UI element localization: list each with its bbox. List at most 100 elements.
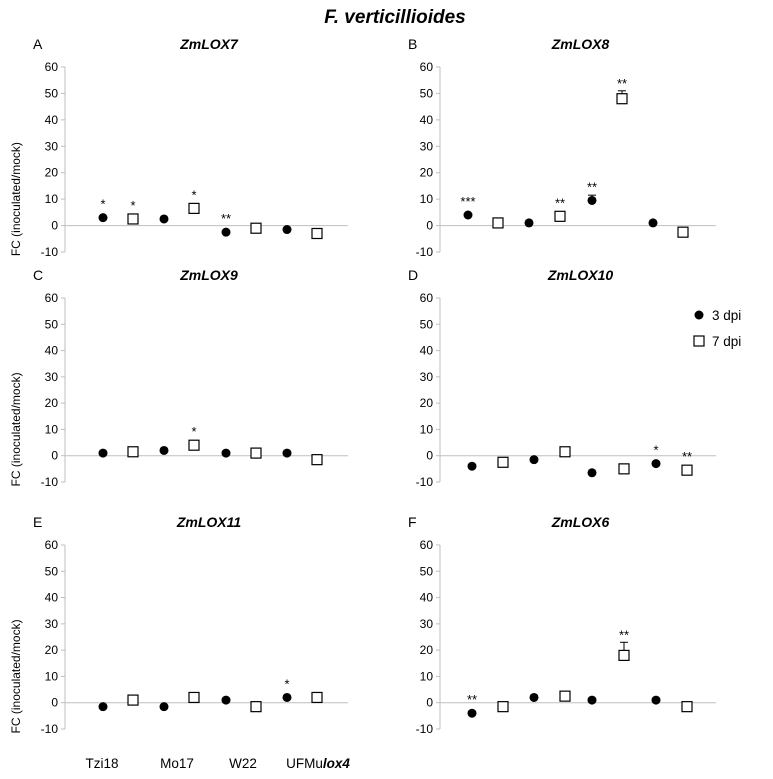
y-tick-label: 60 [45, 538, 59, 552]
point-3dpi [529, 692, 539, 702]
y-tick-label: 10 [420, 422, 434, 436]
point-3dpi [587, 468, 597, 478]
y-tick-label: 20 [45, 166, 59, 180]
point-7dpi [618, 463, 630, 475]
y-axis-label: FC (inoculated/mock) [9, 372, 23, 486]
y-tick-label: 40 [45, 113, 59, 127]
point-3dpi [648, 218, 658, 228]
panel-a: A ZmLOX7 FC (inoculated/mock) -10 0 10 20 30 40 5… [9, 36, 348, 259]
y-tick-label: 50 [420, 86, 434, 100]
y-tick-label: 50 [45, 317, 59, 331]
y-tick-label: 30 [420, 617, 434, 631]
point-7dpi [127, 446, 139, 458]
panel-letter: F [408, 514, 417, 530]
y-tick-label: 60 [420, 60, 434, 74]
y-tick-label: 10 [45, 422, 59, 436]
significance-label: * [653, 443, 658, 458]
significance-label: *** [460, 194, 475, 209]
point-7dpi [188, 202, 200, 214]
point-3dpi [98, 213, 108, 223]
y-tick-label: 0 [426, 449, 433, 463]
point-3dpi [467, 708, 477, 718]
point-3dpi [159, 445, 169, 455]
y-tick-label: 40 [45, 344, 59, 358]
significance-label: ** [221, 211, 231, 226]
y-tick-label: -10 [416, 722, 434, 736]
point-3dpi [463, 210, 473, 220]
y-tick-label: 10 [420, 669, 434, 683]
panel-letter: D [408, 267, 418, 283]
x-category-text: UFMu [286, 756, 323, 771]
significance-label: ** [587, 179, 597, 194]
point-3dpi [282, 692, 292, 702]
y-tick-label: 20 [45, 396, 59, 410]
point-7dpi [311, 691, 323, 704]
significance-label: * [191, 187, 196, 202]
point-3dpi [98, 448, 108, 458]
y-tick-label: -10 [41, 245, 59, 259]
legend-marker-7dpi [693, 335, 705, 347]
point-7dpi [559, 446, 571, 458]
y-tick-label: 30 [45, 617, 59, 631]
legend-label: 7 dpi [712, 334, 741, 349]
y-tick-label: 50 [420, 564, 434, 578]
panel-title: ZmLOX8 [551, 36, 610, 52]
y-tick-label: 10 [45, 192, 59, 206]
point-7dpi [681, 464, 693, 476]
y-tick-label: 50 [45, 86, 59, 100]
y-tick-label: 20 [420, 643, 434, 657]
point-3dpi [282, 225, 292, 235]
point-7dpi [127, 213, 139, 225]
point-3dpi [587, 195, 597, 205]
y-axis-label: FC (inoculated/mock) [9, 619, 23, 733]
x-category-text: Tzi18 [85, 756, 118, 771]
significance-label: * [100, 197, 105, 212]
point-7dpi [497, 701, 509, 713]
point-3dpi [651, 695, 661, 705]
y-tick-label: 60 [45, 60, 59, 74]
x-category-italic: lox4 [323, 756, 351, 771]
panel-f: F ZmLOX6 -10 0 10 20 30 40 50 60 ** ** [408, 514, 716, 736]
point-7dpi [616, 93, 628, 105]
point-3dpi [221, 448, 231, 458]
point-7dpi [188, 691, 200, 704]
point-7dpi [250, 447, 262, 459]
point-7dpi [311, 454, 323, 466]
panel-title: ZmLOX7 [179, 36, 239, 52]
point-7dpi [311, 227, 323, 240]
x-category-label: Tzi18 [85, 756, 118, 771]
panel-title: ZmLOX11 [176, 514, 242, 530]
x-category-label: W22 [229, 756, 257, 771]
x-category-text: W22 [229, 756, 257, 771]
point-3dpi [651, 459, 661, 469]
significance-label: ** [467, 692, 477, 707]
point-7dpi [554, 210, 566, 222]
y-tick-label: 30 [420, 370, 434, 384]
point-7dpi [250, 222, 262, 234]
y-tick-label: -10 [41, 475, 59, 489]
y-tick-label: 20 [420, 396, 434, 410]
y-tick-label: -10 [41, 722, 59, 736]
y-tick-label: 0 [51, 219, 58, 233]
y-tick-label: 0 [426, 219, 433, 233]
panel-e: E ZmLOX11 FC (inoculated/mock) -10 0 10 20 30 40… [9, 514, 348, 736]
panel-c: C ZmLOX9 FC (inoculated/mock) -10 0 10 20 30 40 5… [9, 267, 348, 489]
x-category-labels: Tzi18 Mo17 W22 UFMulox4 [85, 756, 350, 771]
y-tick-label: 40 [420, 344, 434, 358]
point-7dpi [681, 701, 693, 713]
y-tick-label: -10 [416, 475, 434, 489]
point-7dpi [618, 649, 630, 662]
panel-letter: C [33, 267, 43, 283]
significance-label: * [191, 424, 196, 439]
point-7dpi [677, 226, 689, 238]
point-7dpi [492, 217, 504, 229]
legend: 3 dpi 7 dpi [693, 308, 741, 349]
point-3dpi [282, 448, 292, 458]
y-tick-label: 10 [420, 192, 434, 206]
panel-letter: B [408, 36, 417, 52]
y-tick-label: 40 [45, 591, 59, 605]
y-tick-label: 0 [426, 696, 433, 710]
legend-marker-3dpi [694, 310, 704, 320]
point-7dpi [559, 690, 571, 702]
point-3dpi [221, 227, 231, 237]
